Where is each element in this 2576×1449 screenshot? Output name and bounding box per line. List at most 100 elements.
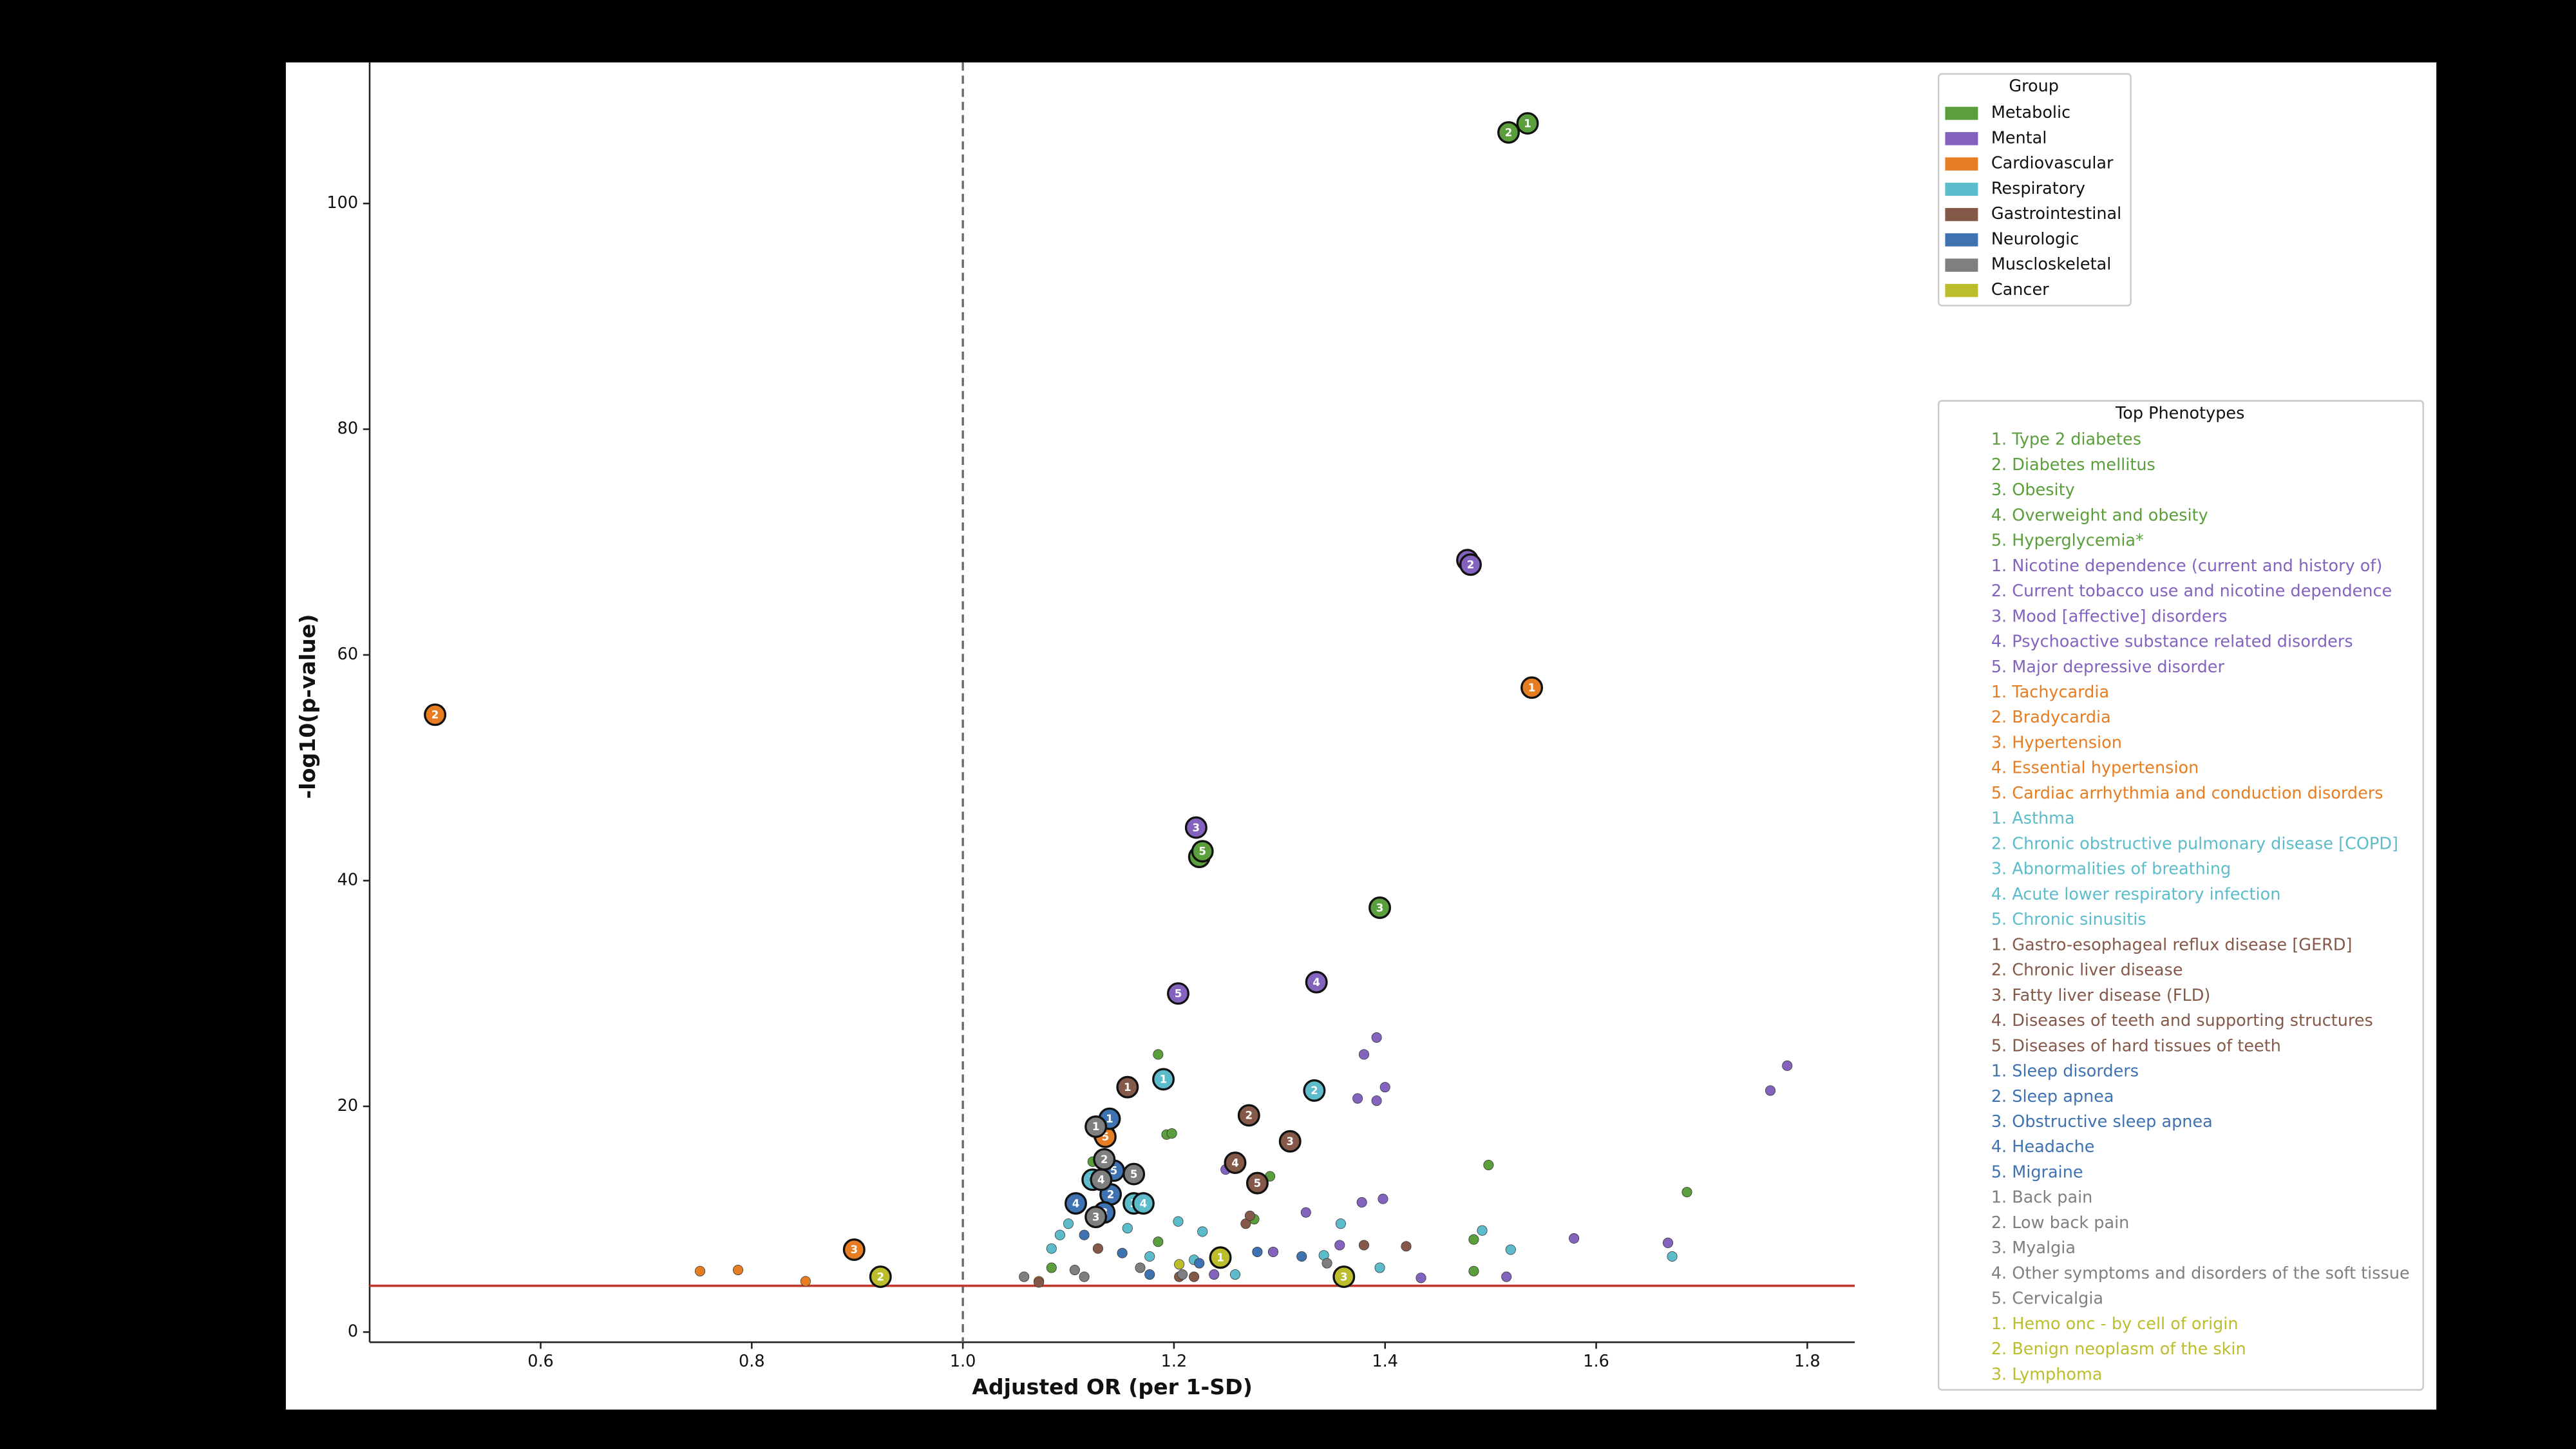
point (1166, 1128, 1177, 1139)
top-point-rank: 1 (1124, 1081, 1132, 1094)
top-point (1132, 1192, 1155, 1215)
top-point-rank: 1 (1528, 682, 1536, 694)
point (1209, 1269, 1220, 1280)
top-phenotype-label: 3. Obstructive sleep apnea (1991, 1112, 2213, 1132)
y-tick-label: 40 (337, 870, 358, 889)
point (800, 1276, 811, 1287)
top-phenotype-label: 1. Hemo onc - by cell of origin (1991, 1314, 2239, 1334)
point (1153, 1236, 1164, 1247)
top-point (1224, 1151, 1247, 1175)
top-point (1303, 1079, 1326, 1102)
point (1662, 1237, 1674, 1249)
top-phenotype-label: 4. Other symptoms and disorders of the s… (1991, 1264, 2410, 1283)
point (1153, 1049, 1164, 1060)
point (1468, 1265, 1479, 1276)
point (1765, 1085, 1776, 1096)
top-point (424, 703, 447, 726)
top-point-rank: 2 (876, 1271, 884, 1283)
point (1173, 1216, 1184, 1227)
top-point-rank: 3 (1376, 902, 1384, 914)
top-point (1116, 1075, 1139, 1099)
top-phenotype-label: 4. Headache (1991, 1137, 2095, 1157)
legend-swatch (1945, 258, 1978, 272)
top-point-rank: 1 (1524, 117, 1531, 129)
point (1483, 1160, 1494, 1171)
legend-label: Gastrointestinal (1991, 204, 2121, 223)
point (1229, 1269, 1241, 1280)
point (1122, 1223, 1133, 1234)
point (1034, 1277, 1045, 1288)
top-point-rank: 1 (1160, 1074, 1168, 1086)
point (1019, 1271, 1030, 1282)
legend-label: Mental (1991, 128, 2047, 147)
legend-label: Cardiovascular (1991, 154, 2114, 173)
legend-swatch (1945, 207, 1978, 222)
top-phenotype-label: 2. Low back pain (1991, 1213, 2130, 1233)
top-point-rank: 2 (1311, 1084, 1318, 1097)
top-point (1084, 1206, 1108, 1229)
top-point-rank: 5 (1198, 846, 1206, 858)
point (1468, 1234, 1479, 1245)
point (1321, 1258, 1332, 1269)
top-point (1090, 1168, 1113, 1191)
point (1379, 1082, 1390, 1093)
point (1054, 1229, 1065, 1240)
top-point-rank: 4 (1231, 1157, 1239, 1169)
top-point (1368, 896, 1392, 919)
top-point-rank: 1 (1106, 1113, 1113, 1125)
x-tick-label: 1.4 (1372, 1352, 1398, 1371)
top-point-rank: 4 (1140, 1197, 1148, 1209)
point (1079, 1229, 1090, 1240)
x-tick-label: 1.2 (1161, 1352, 1188, 1371)
point (1174, 1259, 1185, 1270)
x-tick-label: 0.6 (527, 1352, 554, 1371)
point (694, 1265, 706, 1276)
x-tick-label: 1.0 (950, 1352, 976, 1371)
legend-label: Neurologic (1991, 229, 2079, 249)
top-phenotype-label: 3. Fatty liver disease (FLD) (1991, 986, 2210, 1005)
top-point-rank: 3 (1092, 1211, 1100, 1223)
point (1267, 1246, 1279, 1258)
point (1477, 1225, 1488, 1236)
top-phenotype-label: 1. Gastro-esophageal reflux disease [GER… (1991, 935, 2353, 954)
top-phenotype-label: 4. Diseases of teeth and supporting stru… (1991, 1011, 2373, 1030)
group-legend (1937, 73, 2132, 307)
top-point (1152, 1068, 1175, 1091)
point (1092, 1243, 1103, 1254)
point (1063, 1218, 1074, 1229)
point (1358, 1049, 1369, 1060)
point (1135, 1262, 1146, 1273)
top-phenotype-label: 5. Hyperglycemia* (1991, 531, 2144, 551)
top-phenotype-label: 1. Asthma (1991, 809, 2075, 828)
top-point (1459, 553, 1482, 576)
point (1079, 1271, 1090, 1282)
point (1046, 1262, 1057, 1273)
point (1501, 1271, 1512, 1282)
point (1197, 1226, 1208, 1237)
legend-swatch (1945, 283, 1978, 298)
top-phenotype-label: 3. Lymphoma (1991, 1365, 2103, 1384)
top-phenotype-label: 1. Sleep disorders (1991, 1062, 2139, 1081)
point (1117, 1247, 1128, 1258)
x-tick-label: 1.6 (1583, 1352, 1609, 1371)
top-phenotype-label: 3. Hypertension (1991, 733, 2122, 752)
legend-swatch (1945, 233, 1978, 247)
point (1177, 1269, 1188, 1280)
top-phenotype-label: 3. Obesity (1991, 480, 2075, 500)
top-point-rank: 5 (1130, 1168, 1138, 1180)
top-point (1332, 1265, 1356, 1289)
top-phenotype-label: 1. Nicotine dependence (current and hist… (1991, 556, 2382, 576)
top-point-rank: 4 (1312, 976, 1320, 989)
top-point (1084, 1115, 1108, 1138)
top-point (1065, 1192, 1087, 1215)
top-legend (1937, 400, 2425, 1391)
top-point-rank: 1 (1092, 1121, 1100, 1133)
top-point-rank: 3 (1193, 822, 1200, 834)
top-point (1237, 1104, 1260, 1127)
point (1252, 1246, 1263, 1258)
point (1194, 1258, 1205, 1269)
top-phenotype-label: 2. Bradycardia (1991, 708, 2111, 727)
y-axis-label: -log10(p-value) (295, 614, 320, 799)
top-legend-title: Top Phenotypes (2115, 404, 2244, 423)
